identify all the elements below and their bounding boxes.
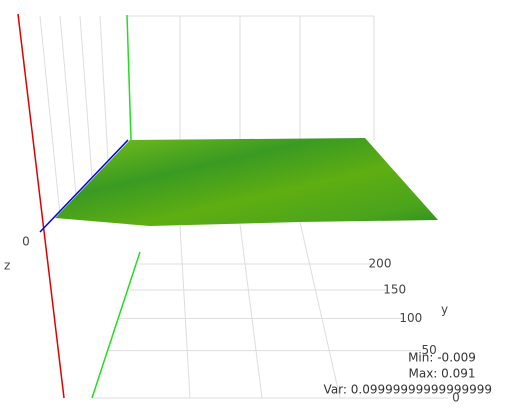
- annotations: Min: -0.009 Max: 0.091 Var: 0.099999999999…: [324, 351, 492, 397]
- back-grid: [39, 15, 375, 399]
- x-axis-line: [17, 13, 65, 399]
- z-axis-line: [39, 139, 129, 233]
- annotation: Max: 0.091: [408, 367, 475, 381]
- y-axis-title: y: [441, 303, 448, 317]
- surface: [55, 138, 438, 226]
- annotation: Min: -0.009: [408, 351, 476, 365]
- y-tick-label: 200: [369, 257, 392, 271]
- y-tick-label: 50: [421, 343, 436, 357]
- y-axis-line: [91, 251, 141, 399]
- z-axis-title: z: [4, 259, 10, 273]
- y-tick-label: 150: [383, 283, 406, 297]
- y-tick-label: 100: [399, 311, 422, 325]
- y-axis-line: [126, 14, 132, 141]
- annotation: Var: 0.09999999999999999: [324, 383, 492, 397]
- z-tick-label: 0: [22, 235, 30, 249]
- floor-grid: [92, 263, 448, 399]
- y-tick-label: 0: [452, 391, 460, 405]
